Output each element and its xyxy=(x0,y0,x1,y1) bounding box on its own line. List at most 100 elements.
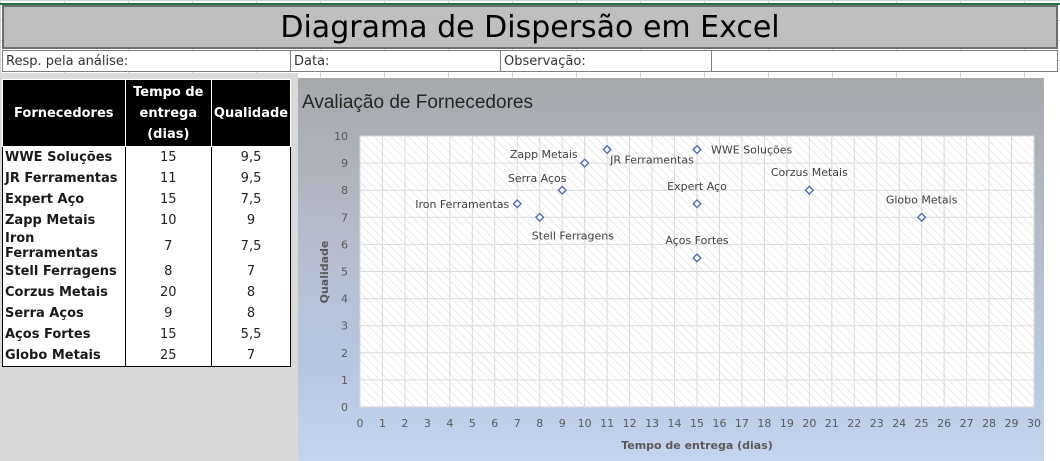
x-tick-label: 11 xyxy=(600,417,614,430)
y-tick-label: 9 xyxy=(341,157,348,170)
data-label: JR Ferramentas xyxy=(609,154,694,167)
cell-divider xyxy=(711,51,712,71)
data-point[interactable] xyxy=(692,198,702,209)
x-axis-title: Tempo de entrega (dias) xyxy=(621,439,773,452)
quality-cell[interactable]: 8 xyxy=(211,303,291,324)
table-row: Globo Metais 25 7 xyxy=(2,345,291,367)
table-row: Iron Ferramentas 7 7,5 xyxy=(2,231,291,261)
table-row: Zapp Metais 10 9 xyxy=(2,210,291,231)
quality-cell[interactable]: 9,5 xyxy=(211,168,291,189)
x-tick-label: 14 xyxy=(668,417,682,430)
quality-cell[interactable]: 7 xyxy=(211,345,291,367)
y-tick-label: 5 xyxy=(341,266,348,279)
delivery-time-cell[interactable]: 11 xyxy=(124,168,213,189)
supplier-name-cell[interactable]: Serra Aços xyxy=(2,303,126,324)
delivery-time-cell[interactable]: 25 xyxy=(124,345,213,367)
x-tick-label: 22 xyxy=(847,417,861,430)
y-tick-label: 2 xyxy=(341,347,348,360)
data-label: Stell Ferragens xyxy=(532,229,614,242)
delivery-time-cell[interactable]: 10 xyxy=(124,210,213,231)
header-delivery-time[interactable]: Tempo de entrega (dias) xyxy=(124,79,213,147)
table-row: Corzus Metais 20 8 xyxy=(2,282,291,303)
info-row: Resp. pela análise: Data: Observação: xyxy=(2,50,1058,72)
data-label: Serra Aços xyxy=(508,172,567,185)
delivery-time-cell[interactable]: 20 xyxy=(124,282,213,303)
scatter-chart[interactable]: 0 1 2 3 4 5 6 7 8 9 10 11 12 13 14 15 16 17 18 19 20 21 22 23 24… xyxy=(298,78,1044,461)
scatter-chart-svg: 0 1 2 3 4 5 6 7 8 9 10 11 12 13 14 15 16 17 18 19 20 21 22 23 24… xyxy=(302,92,1041,452)
header-quality[interactable]: Qualidade xyxy=(211,79,291,147)
x-tick-label: 23 xyxy=(870,417,884,430)
x-tick-label: 24 xyxy=(892,417,906,430)
supplier-name-cell[interactable]: Aços Fortes xyxy=(2,324,126,345)
data-label: Iron Ferramentas xyxy=(415,198,509,211)
x-tick-label: 12 xyxy=(623,417,637,430)
resp-label[interactable]: Resp. pela análise: xyxy=(6,54,129,69)
quality-cell[interactable]: 9,5 xyxy=(211,146,291,168)
sheet-title[interactable]: Diagrama de Dispersão em Excel xyxy=(2,5,1058,49)
quality-cell[interactable]: 5,5 xyxy=(211,324,291,345)
x-tick-label: 29 xyxy=(1005,417,1019,430)
x-tick-label: 5 xyxy=(469,417,476,430)
x-tick-label: 20 xyxy=(802,417,816,430)
delivery-time-cell[interactable]: 7 xyxy=(124,231,213,261)
x-tick-label: 0 xyxy=(357,417,364,430)
delivery-time-cell[interactable]: 15 xyxy=(124,146,213,168)
sheet-margin xyxy=(1044,73,1060,461)
x-tick-label: 10 xyxy=(578,417,592,430)
table-row: Serra Aços 9 8 xyxy=(2,303,291,324)
y-tick-label: 10 xyxy=(334,130,348,143)
quality-cell[interactable]: 8 xyxy=(211,282,291,303)
data-label: Expert Aço xyxy=(667,180,727,193)
data-point[interactable] xyxy=(602,144,612,155)
quality-cell[interactable]: 7 xyxy=(211,261,291,282)
x-tick-label: 1 xyxy=(379,417,386,430)
x-tick-label: 9 xyxy=(559,417,566,430)
quality-cell[interactable]: 9 xyxy=(211,210,291,231)
data-label: WWE Soluções xyxy=(711,144,792,157)
supplier-name-cell[interactable]: JR Ferramentas xyxy=(2,168,126,189)
x-tick-label: 6 xyxy=(491,417,498,430)
observation-label[interactable]: Observação: xyxy=(504,54,586,69)
x-tick-label: 13 xyxy=(645,417,659,430)
data-point[interactable] xyxy=(804,185,815,195)
data-point[interactable] xyxy=(692,253,702,263)
delivery-time-cell[interactable]: 9 xyxy=(124,303,213,324)
y-tick-label: 4 xyxy=(341,293,348,306)
x-tick-label: 28 xyxy=(982,417,996,430)
data-label: Zapp Metais xyxy=(510,148,578,161)
supplier-name-cell[interactable]: Globo Metais xyxy=(2,345,126,367)
quality-cell[interactable]: 7,5 xyxy=(211,189,291,210)
y-tick-label: 1 xyxy=(341,374,348,387)
data-point[interactable] xyxy=(692,144,702,155)
selection-border xyxy=(0,3,1060,5)
delivery-time-cell[interactable]: 8 xyxy=(124,261,213,282)
date-label[interactable]: Data: xyxy=(294,54,330,69)
y-tick-label: 6 xyxy=(341,238,348,251)
table-row: WWE Soluções 15 9,5 xyxy=(2,146,291,168)
data-label: Aços Fortes xyxy=(665,234,729,247)
supplier-name-cell[interactable]: Zapp Metais xyxy=(2,210,126,231)
data-point[interactable] xyxy=(579,158,590,168)
supplier-name-cell[interactable]: Corzus Metais xyxy=(2,282,126,303)
supplier-name-cell[interactable]: Stell Ferragens xyxy=(2,261,126,282)
delivery-time-cell[interactable]: 15 xyxy=(124,189,213,210)
quality-cell[interactable]: 7,5 xyxy=(211,231,291,261)
header-suppliers[interactable]: Fornecedores xyxy=(2,79,126,147)
table-row: JR Ferramentas 11 9,5 xyxy=(2,168,291,189)
x-tick-label: 19 xyxy=(780,417,794,430)
supplier-name-cell[interactable]: Iron Ferramentas xyxy=(2,231,126,261)
data-point[interactable] xyxy=(512,198,523,209)
x-tick-label: 30 xyxy=(1027,417,1041,430)
delivery-time-cell[interactable]: 15 xyxy=(124,324,213,345)
supplier-table: Fornecedores Tempo de entrega (dias) Qua… xyxy=(2,79,291,367)
table-row: Aços Fortes 15 5,5 xyxy=(2,324,291,345)
supplier-name-cell[interactable]: WWE Soluções xyxy=(2,146,126,168)
data-point[interactable] xyxy=(916,212,927,223)
data-point[interactable] xyxy=(557,185,567,195)
x-tick-label: 7 xyxy=(514,417,521,430)
data-point[interactable] xyxy=(534,212,545,223)
x-tick-label: 26 xyxy=(937,417,951,430)
observation-cell[interactable] xyxy=(712,51,1057,71)
supplier-name-cell[interactable]: Expert Aço xyxy=(2,189,126,210)
x-tick-label: 18 xyxy=(757,417,771,430)
